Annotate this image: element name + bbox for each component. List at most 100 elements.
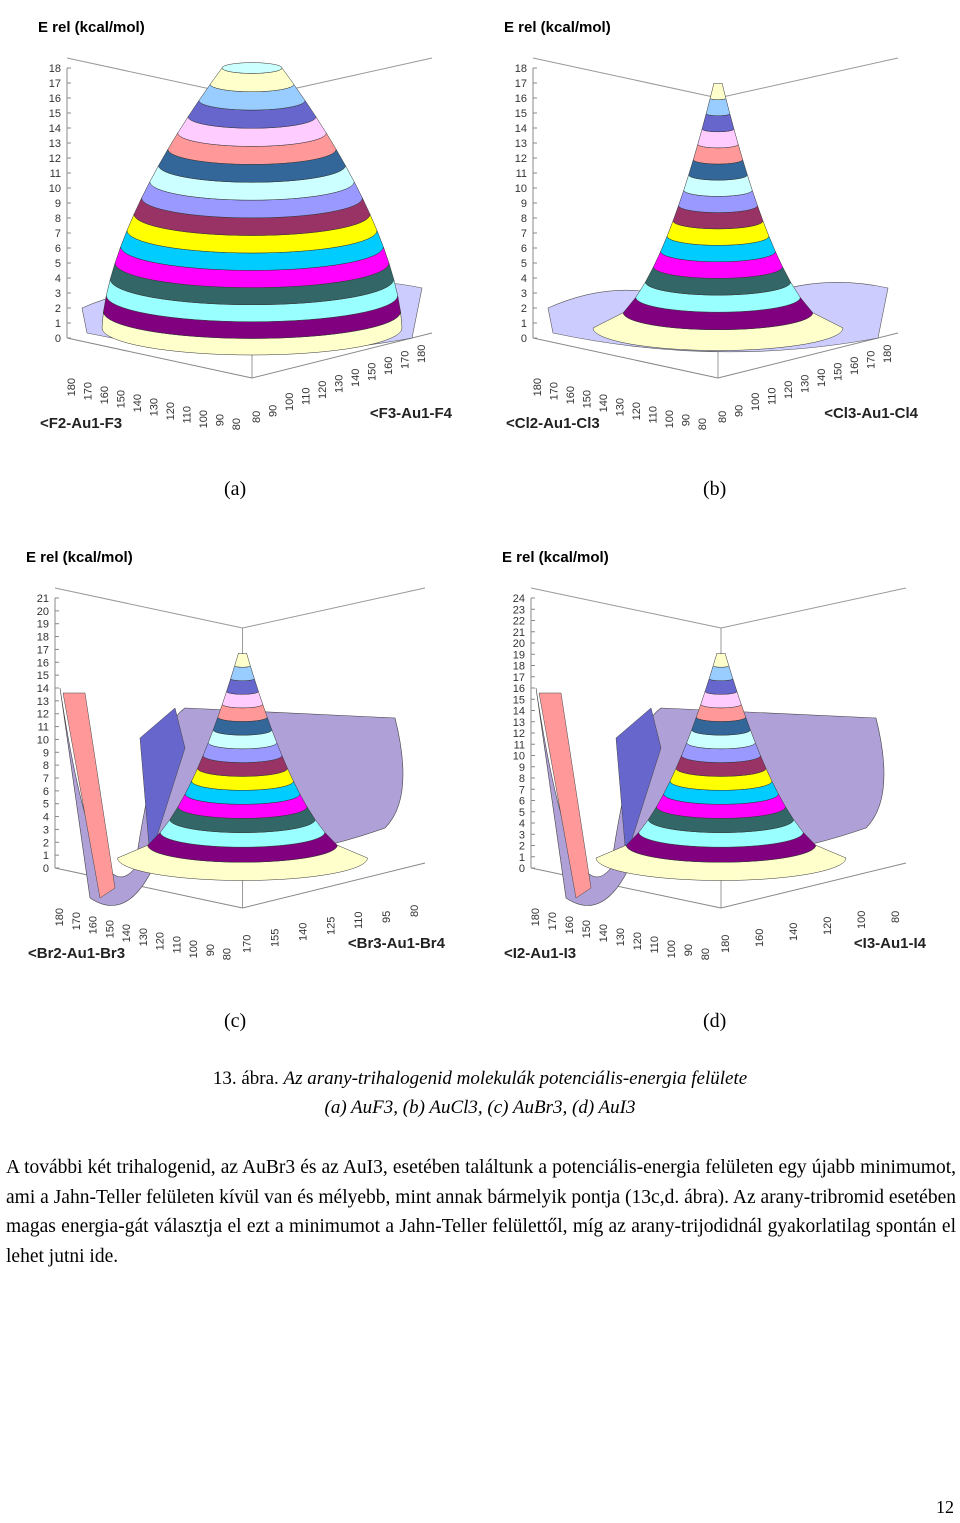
left-tick-label: 170 bbox=[549, 382, 561, 400]
energy-tick-label: 11 bbox=[50, 168, 61, 180]
energy-tick-label: 14 bbox=[37, 683, 49, 695]
surface-top bbox=[221, 62, 283, 74]
right-tick-label: 120 bbox=[783, 381, 795, 399]
energy-tick-label: 6 bbox=[55, 243, 61, 255]
energy-tick-label: 7 bbox=[55, 228, 61, 240]
right-tick-label: 100 bbox=[284, 393, 296, 411]
back-wall-edge bbox=[54, 587, 243, 629]
back-wall-edge bbox=[717, 57, 899, 99]
energy-tick-label: 10 bbox=[49, 183, 61, 195]
energy-tick-label: 16 bbox=[49, 93, 61, 105]
right-tick-label: 95 bbox=[381, 911, 393, 923]
left-tick-label: 160 bbox=[565, 386, 577, 404]
right-tick-label: 120 bbox=[317, 381, 329, 399]
left-tick-label: 80 bbox=[222, 948, 234, 960]
energy-tick-label: 14 bbox=[513, 706, 525, 718]
figure-panel-a: E rel (kcal/mol) 0 1 2 3 4 5 6 7 8 9 10 11 12 13 14 15 16… bbox=[22, 8, 462, 453]
left-tick-label: 110 bbox=[182, 406, 194, 424]
energy-tick-label: 21 bbox=[37, 593, 49, 605]
energy-tick-label: 13 bbox=[37, 696, 49, 708]
energy-tick-label: 8 bbox=[55, 213, 61, 225]
left-tick-label: 110 bbox=[649, 936, 661, 954]
well-band bbox=[615, 707, 662, 859]
right-tick-label: 110 bbox=[353, 911, 365, 929]
panel-label-d: (d) bbox=[703, 1010, 727, 1032]
left-tick-label: 110 bbox=[171, 936, 183, 954]
figure-caption-line2: (a) AuF3, (b) AuCl3, (c) AuBr3, (d) AuI3 bbox=[324, 1097, 636, 1118]
energy-tick-label: 4 bbox=[521, 273, 527, 285]
left-tick-label: 150 bbox=[104, 920, 116, 938]
right-tick-label: 140 bbox=[297, 923, 309, 941]
panel-label-b: (b) bbox=[703, 478, 727, 500]
energy-tick-label: 9 bbox=[55, 198, 61, 210]
energy-tick-label: 5 bbox=[519, 807, 525, 819]
energy-tick-label: 4 bbox=[519, 818, 525, 830]
energy-tick-label: 9 bbox=[43, 747, 49, 759]
floor-edge-left bbox=[66, 337, 253, 379]
surface bbox=[535, 652, 885, 906]
energy-tick-label: 21 bbox=[513, 627, 525, 639]
energy-tick-label: 19 bbox=[513, 649, 525, 661]
energy-tick-label: 0 bbox=[55, 333, 61, 345]
left-tick-label: 160 bbox=[564, 916, 576, 934]
energy-tick-label: 12 bbox=[37, 709, 49, 721]
surface-band bbox=[708, 665, 734, 681]
right-tick-label: 110 bbox=[767, 387, 779, 405]
energy-tick-label: 10 bbox=[513, 751, 525, 763]
energy-tick-label: 8 bbox=[521, 213, 527, 225]
surface-band bbox=[705, 98, 731, 116]
left-tick-label: 120 bbox=[632, 932, 644, 950]
floor-edge-right bbox=[720, 862, 907, 909]
floor-edge-left bbox=[54, 867, 243, 909]
energy-tick-label: 12 bbox=[513, 728, 525, 740]
floor-edge-right bbox=[717, 332, 899, 379]
right-tick-label: 80 bbox=[409, 905, 421, 917]
right-tick-label: 140 bbox=[788, 923, 800, 941]
surface bbox=[59, 652, 404, 906]
well-band bbox=[62, 692, 116, 899]
left-tick-label: 80 bbox=[700, 948, 712, 960]
left-tick-label: 90 bbox=[683, 944, 695, 956]
surface-plot-b: E rel (kcal/mol)012345678910111213141516… bbox=[504, 19, 919, 432]
left-tick-label: 180 bbox=[532, 378, 544, 396]
left-axis-title: <Br2-Au1-Br3 bbox=[28, 945, 125, 962]
left-tick-label: 130 bbox=[615, 928, 627, 946]
left-tick-label: 80 bbox=[231, 418, 243, 430]
energy-tick-label: 4 bbox=[55, 273, 61, 285]
right-tick-label: 140 bbox=[350, 369, 362, 387]
right-axis-title: <Br3-Au1-Br4 bbox=[348, 935, 446, 952]
left-tick-label: 100 bbox=[198, 410, 210, 428]
left-tick-label: 80 bbox=[697, 418, 709, 430]
caption-title: Az arany-trihalogenid molekulák potenciá… bbox=[283, 1068, 748, 1089]
right-tick-label: 90 bbox=[734, 405, 746, 417]
left-tick-label: 140 bbox=[132, 394, 144, 412]
energy-tick-label: 1 bbox=[521, 318, 527, 330]
back-wall-edge bbox=[242, 587, 426, 629]
energy-tick-label: 2 bbox=[43, 837, 49, 849]
energy-tick-label: 1 bbox=[55, 318, 61, 330]
caption-prefix: 13. ábra. bbox=[212, 1068, 284, 1089]
left-tick-label: 150 bbox=[582, 390, 594, 408]
left-tick-label: 170 bbox=[547, 912, 559, 930]
energy-tick-label: 11 bbox=[514, 739, 525, 751]
energy-tick-label: 5 bbox=[55, 258, 61, 270]
energy-tick-label: 3 bbox=[519, 829, 525, 841]
right-tick-label: 150 bbox=[833, 363, 845, 381]
left-tick-label: 130 bbox=[149, 398, 161, 416]
energy-tick-label: 18 bbox=[515, 63, 527, 75]
left-tick-label: 90 bbox=[205, 944, 217, 956]
left-tick-label: 170 bbox=[83, 382, 95, 400]
right-tick-label: 150 bbox=[367, 363, 379, 381]
energy-tick-label: 13 bbox=[515, 138, 527, 150]
right-axis-title: <Cl3-Au1-Cl4 bbox=[824, 405, 918, 422]
left-axis-title: <Cl2-Au1-Cl3 bbox=[506, 415, 600, 432]
surface bbox=[547, 82, 889, 353]
panel-label-a: (a) bbox=[224, 478, 247, 500]
energy-axis-label: E rel (kcal/mol) bbox=[504, 19, 611, 36]
surface-band bbox=[230, 665, 255, 681]
energy-tick-label: 8 bbox=[519, 773, 525, 785]
surface-band bbox=[701, 113, 735, 133]
energy-tick-label: 24 bbox=[513, 593, 525, 605]
energy-tick-label: 3 bbox=[55, 288, 61, 300]
right-tick-label: 180 bbox=[416, 345, 428, 363]
